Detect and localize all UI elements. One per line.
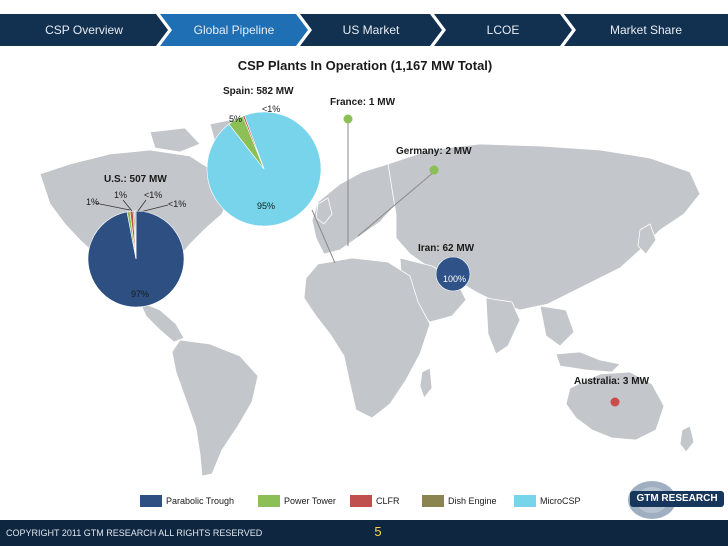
tab-label: LCOE <box>486 23 520 37</box>
us-label: U.S.: 507 MW <box>104 174 167 185</box>
iran-label: Iran: 62 MW <box>418 243 475 254</box>
tab-csp-overview[interactable]: CSP Overview <box>0 14 168 46</box>
spain-pct-95: 95% <box>257 201 276 211</box>
tab-lcoe[interactable]: LCOE <box>434 14 572 46</box>
germany-leader-line <box>357 171 435 237</box>
us-pct-clfr: 1% <box>114 190 128 200</box>
footer: COPYRIGHT 2011 GTM RESEARCH ALL RIGHTS R… <box>0 520 728 546</box>
spain-leader-line <box>311 209 336 264</box>
chart-title: CSP Plants In Operation (1,167 MW Total) <box>237 58 493 73</box>
iran-pct-100: 100% <box>443 274 467 284</box>
spain-pct-5: 5% <box>229 114 243 124</box>
us-pct-power-tower: 1% <box>86 197 100 207</box>
tab-label: Global Pipeline <box>193 23 275 37</box>
france-marker <box>343 114 353 124</box>
tab-label: Market Share <box>609 23 683 37</box>
australia-label: Australia: 3 MW <box>574 376 650 387</box>
us-pct-micro: <1% <box>168 199 187 209</box>
spain-pie-slice-clfr <box>242 115 265 170</box>
germany-label: Germany: 2 MW <box>396 146 472 157</box>
us-pct-pointer <box>137 199 147 212</box>
logo-text: GTM RESEARCH <box>636 493 718 504</box>
legend-swatch <box>140 495 162 507</box>
tab-global-pipeline[interactable]: Global Pipeline <box>160 14 308 46</box>
legend-label: Power Tower <box>284 496 336 506</box>
us-pct-dish: <1% <box>144 190 163 200</box>
copyright-text: COPYRIGHT 2011 GTM RESEARCH ALL RIGHTS R… <box>6 528 263 538</box>
gtm-research-logo: GTM RESEARCH <box>622 478 726 524</box>
us-pct-97: 97% <box>131 289 150 299</box>
legend-swatch <box>350 495 372 507</box>
spain-label: Spain: 582 MW <box>223 86 294 97</box>
germany-marker <box>429 165 439 175</box>
legend-swatch <box>422 495 444 507</box>
legend-label: Parabolic Trough <box>166 496 235 506</box>
spain-pct-lt1: <1% <box>262 104 281 114</box>
us-pct-pointer <box>122 199 133 212</box>
us-pct-pointer <box>94 202 131 211</box>
legend-swatch <box>514 495 536 507</box>
tab-us-market[interactable]: US Market <box>300 14 442 46</box>
legend-label: MicroCSP <box>540 496 581 506</box>
tab-label: CSP Overview <box>45 23 123 37</box>
iran-pie-slice-parabolic-trough <box>435 256 471 292</box>
navigation-bar: CSP Overview Global Pipeline US Market L… <box>0 14 728 46</box>
tab-label: US Market <box>342 23 400 37</box>
france-label: France: 1 MW <box>330 97 396 108</box>
legend: Parabolic Trough Power Tower CLFR Dish E… <box>140 494 620 508</box>
australia-marker <box>610 397 620 407</box>
legend-swatch <box>258 495 280 507</box>
tab-market-share[interactable]: Market Share <box>564 14 728 46</box>
legend-label: CLFR <box>376 496 400 506</box>
us-pct-pointer <box>139 204 169 213</box>
legend-label: Dish Engine <box>448 496 497 506</box>
page-number: 5 <box>374 524 382 539</box>
us-pie-slice-microcsp <box>134 210 137 260</box>
